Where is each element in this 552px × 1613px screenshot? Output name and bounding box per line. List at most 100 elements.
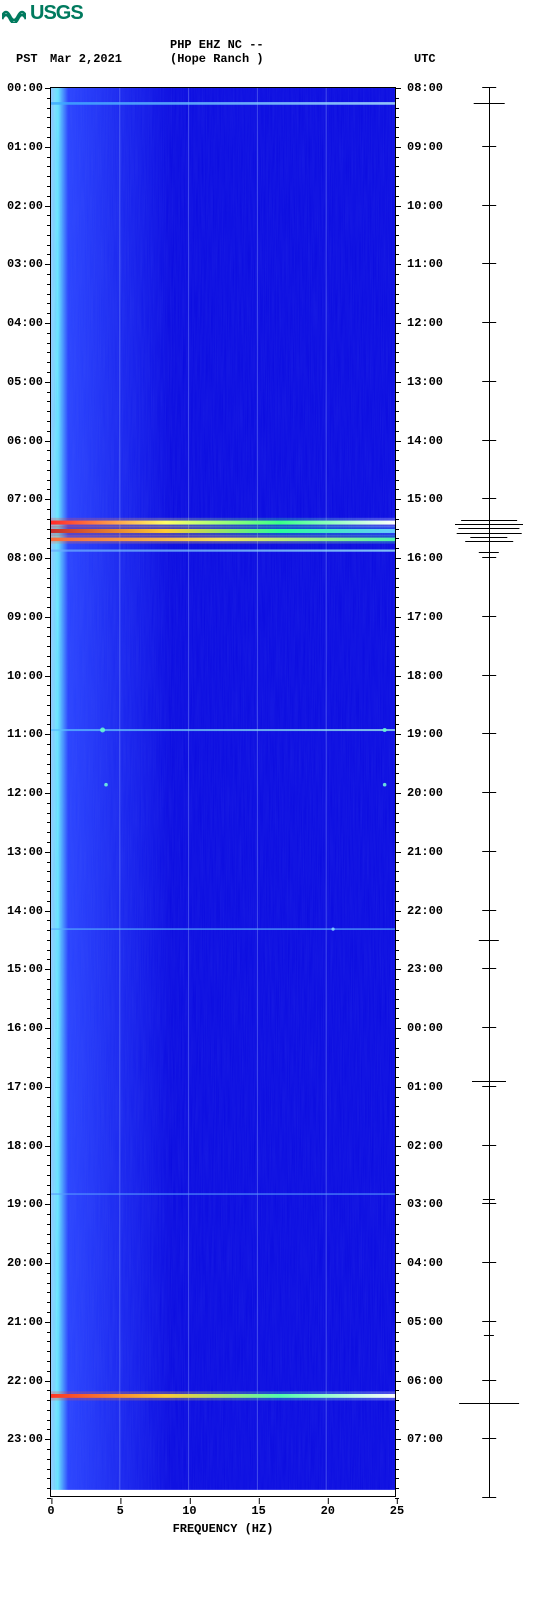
right-hour-tick: 08:00: [407, 81, 443, 95]
side-hour-tick: [482, 87, 496, 88]
left-hour-tick: 22:00: [7, 1374, 43, 1388]
side-hour-tick: [482, 1380, 496, 1381]
tz-left-label: PST: [16, 52, 38, 66]
left-hour-tick: 00:00: [7, 81, 43, 95]
side-hour-tick: [482, 322, 496, 323]
left-hour-tick: 18:00: [7, 1139, 43, 1153]
side-hour-tick: [482, 1145, 496, 1146]
left-hour-tick: 17:00: [7, 1080, 43, 1094]
side-hour-tick: [482, 263, 496, 264]
left-hour-tick: 04:00: [7, 316, 43, 330]
right-hour-tick: 09:00: [407, 140, 443, 154]
right-hour-tick: 21:00: [407, 845, 443, 859]
side-hour-tick: [482, 205, 496, 206]
left-hour-tick: 16:00: [7, 1021, 43, 1035]
side-event-spike: [461, 520, 517, 521]
side-hour-tick: [482, 1438, 496, 1439]
amplitude-side-plot: [455, 87, 523, 1497]
left-hour-tick: 13:00: [7, 845, 43, 859]
left-hour-tick: 05:00: [7, 375, 43, 389]
right-hour-tick: 17:00: [407, 610, 443, 624]
side-event-spike: [483, 1199, 495, 1200]
left-hour-tick: 21:00: [7, 1315, 43, 1329]
spectrogram-plot: 00:0001:0002:0003:0004:0005:0006:0007:00…: [50, 87, 396, 1497]
side-event-spike: [457, 533, 522, 534]
right-hour-tick: 07:00: [407, 1432, 443, 1446]
right-hour-tick: 05:00: [407, 1315, 443, 1329]
left-hour-tick: 10:00: [7, 669, 43, 683]
left-hour-tick: 03:00: [7, 257, 43, 271]
side-hour-tick: [482, 733, 496, 734]
right-hour-tick: 14:00: [407, 434, 443, 448]
left-hour-tick: 01:00: [7, 140, 43, 154]
date-label: Mar 2,2021: [50, 52, 122, 66]
side-event-spike: [459, 1403, 519, 1404]
right-hour-tick: 20:00: [407, 786, 443, 800]
right-hour-tick: 18:00: [407, 669, 443, 683]
left-hour-tick: 23:00: [7, 1432, 43, 1446]
side-hour-tick: [482, 1497, 496, 1498]
side-event-spike: [484, 1335, 494, 1336]
side-hour-tick: [482, 616, 496, 617]
left-hour-tick: 02:00: [7, 199, 43, 213]
frequency-tick: 20: [321, 1504, 335, 1518]
left-hour-tick: 14:00: [7, 904, 43, 918]
side-hour-tick: [482, 1203, 496, 1204]
right-hour-tick: 23:00: [407, 962, 443, 976]
side-event-spike: [479, 552, 499, 553]
side-event-spike: [455, 524, 523, 525]
right-hour-tick: 10:00: [407, 199, 443, 213]
left-hour-tick: 09:00: [7, 610, 43, 624]
usgs-logo-text: USGS: [30, 2, 83, 25]
tz-right-label: UTC: [414, 52, 436, 66]
right-hour-tick: 12:00: [407, 316, 443, 330]
frequency-tick: 5: [117, 1504, 124, 1518]
side-hour-tick: [482, 381, 496, 382]
right-hour-tick: 03:00: [407, 1197, 443, 1211]
right-hour-tick: 02:00: [407, 1139, 443, 1153]
frequency-axis: 0510152025: [51, 1496, 395, 1524]
side-hour-tick: [482, 1027, 496, 1028]
side-hour-tick: [482, 1262, 496, 1263]
side-hour-tick: [482, 440, 496, 441]
side-hour-tick: [482, 146, 496, 147]
frequency-tick: 25: [390, 1504, 404, 1518]
right-hour-tick: 04:00: [407, 1256, 443, 1270]
right-hour-tick: 06:00: [407, 1374, 443, 1388]
right-time-axis: 08:0009:0010:0011:0012:0013:0014:0015:00…: [395, 88, 450, 1496]
right-hour-tick: 15:00: [407, 492, 443, 506]
right-hour-tick: 01:00: [407, 1080, 443, 1094]
left-hour-tick: 20:00: [7, 1256, 43, 1270]
spectrogram-canvas: [51, 88, 395, 1490]
frequency-tick: 15: [251, 1504, 265, 1518]
side-hour-tick: [482, 557, 496, 558]
side-hour-tick: [482, 968, 496, 969]
frequency-axis-label: FREQUENCY (HZ): [51, 1522, 395, 1536]
side-hour-tick: [482, 851, 496, 852]
usgs-wave-icon: [2, 5, 26, 23]
left-hour-tick: 06:00: [7, 434, 43, 448]
left-hour-tick: 07:00: [7, 492, 43, 506]
side-hour-tick: [482, 675, 496, 676]
left-hour-tick: 12:00: [7, 786, 43, 800]
usgs-logo: USGS: [2, 2, 83, 25]
side-event-spike: [465, 541, 513, 542]
left-hour-tick: 15:00: [7, 962, 43, 976]
station-line2: (Hope Ranch ): [170, 52, 264, 66]
right-hour-tick: 13:00: [407, 375, 443, 389]
right-hour-tick: 11:00: [407, 257, 443, 271]
frequency-tick: 0: [47, 1504, 54, 1518]
right-hour-tick: 19:00: [407, 727, 443, 741]
side-event-spike: [470, 537, 507, 538]
station-line1: PHP EHZ NC --: [170, 38, 264, 52]
side-hour-tick: [482, 792, 496, 793]
side-event-spike: [458, 528, 519, 529]
side-hour-tick: [482, 498, 496, 499]
right-hour-tick: 22:00: [407, 904, 443, 918]
side-hour-tick: [482, 1086, 496, 1087]
left-hour-tick: 19:00: [7, 1197, 43, 1211]
right-hour-tick: 00:00: [407, 1021, 443, 1035]
left-time-axis: 00:0001:0002:0003:0004:0005:0006:0007:00…: [3, 88, 51, 1496]
frequency-tick: 10: [182, 1504, 196, 1518]
side-hour-tick: [482, 910, 496, 911]
